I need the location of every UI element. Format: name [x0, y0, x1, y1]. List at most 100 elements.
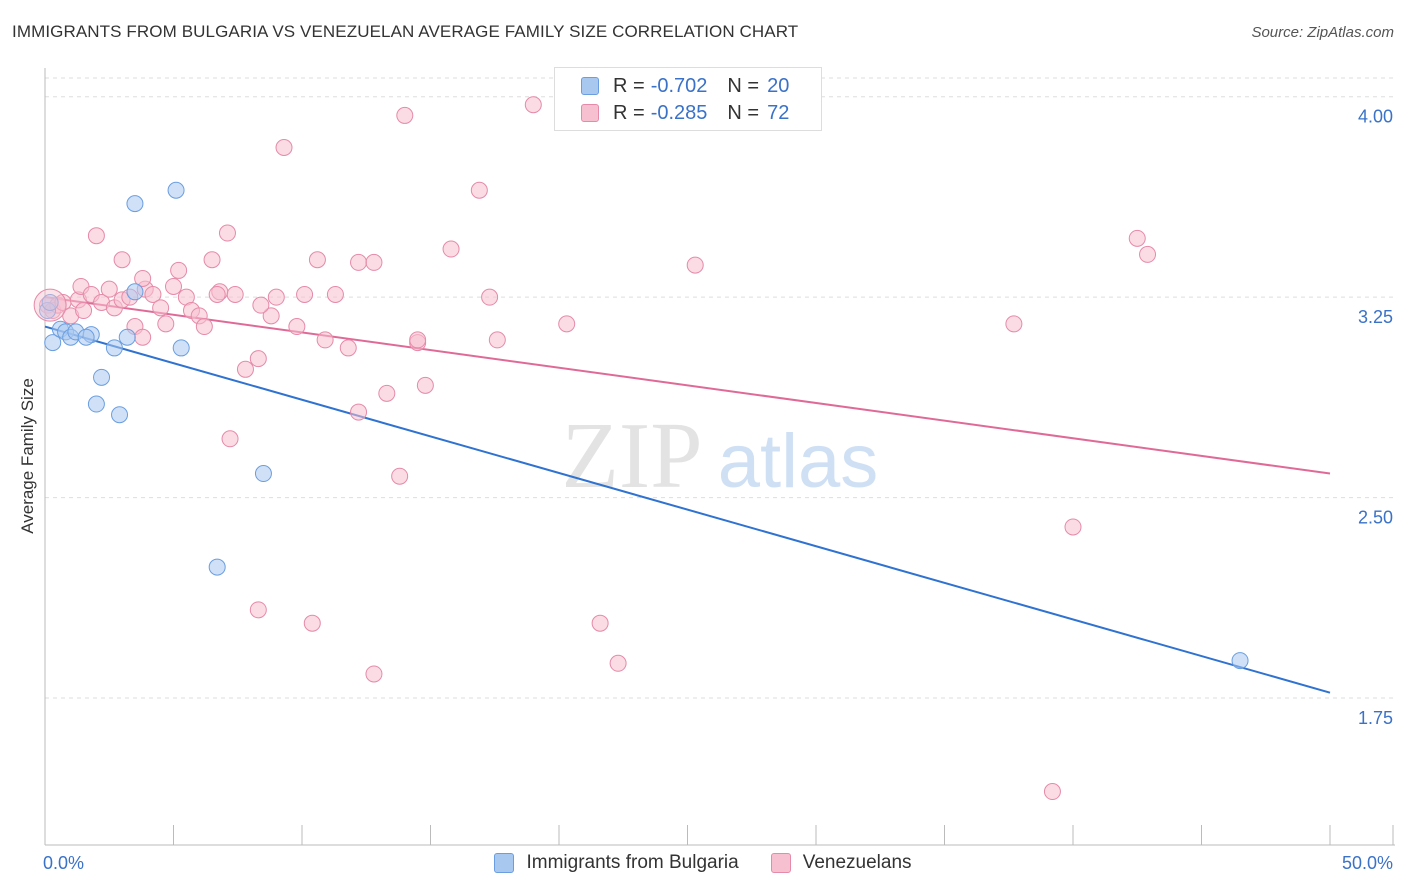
- venezuelan-point: [157, 315, 175, 333]
- venezuelan-point: [326, 285, 344, 303]
- legend-swatch-bulgaria: [581, 77, 599, 95]
- chart-title: IMMIGRANTS FROM BULGARIA VS VENEZUELAN A…: [12, 22, 799, 41]
- watermark-zip: ZIP: [562, 404, 703, 508]
- legend-swatch-bulgaria: [494, 853, 515, 873]
- venezuelan-point: [252, 296, 270, 314]
- bulgaria-point: [77, 328, 95, 346]
- venezuelan-point: [203, 251, 221, 269]
- bulgaria-point: [208, 558, 226, 576]
- venezuelan-point: [134, 328, 152, 346]
- venezuelan-point: [275, 139, 293, 156]
- grid-lines: [45, 77, 1395, 699]
- venezuelan-point: [249, 350, 267, 368]
- y-tick-label: 2.50: [1358, 508, 1393, 528]
- venezuelan-point: [100, 280, 118, 298]
- venezuelan-point: [134, 269, 152, 287]
- y-tick-label: 4.00: [1358, 107, 1393, 127]
- legend-label-bulgaria: Immigrants from Bulgaria: [526, 852, 739, 873]
- venezuelan-point: [481, 288, 499, 306]
- bulgaria-point: [44, 334, 62, 352]
- legend-item-venezuelans[interactable]: Venezuelans: [770, 852, 912, 874]
- venezuelan-point: [591, 614, 609, 632]
- bulgaria-point: [1231, 652, 1249, 670]
- venezuelan-point: [87, 227, 105, 245]
- venezuelan-point: [524, 96, 542, 114]
- x-tick-label: 50.0%: [1342, 853, 1393, 873]
- venezuelan-point: [165, 277, 182, 295]
- legend-row-venezuelan: R = -0.285 N = 72: [581, 101, 789, 125]
- legend-row-bulgaria: R = -0.702 N = 20: [581, 74, 789, 98]
- venezuelan-point: [75, 302, 93, 320]
- venezuelan-point: [442, 240, 460, 258]
- watermark-atlas: atlas: [718, 419, 879, 504]
- y-tick-label: 3.25: [1358, 307, 1393, 327]
- venezuelan-point: [236, 360, 254, 378]
- bulgaria-point: [93, 368, 111, 386]
- venezuelan-point: [1128, 229, 1146, 247]
- legend-r-label: R =: [613, 101, 645, 124]
- venezuelan-point: [416, 376, 434, 394]
- venezuelan-point: [391, 467, 409, 485]
- axes: [44, 68, 1395, 846]
- legend-n-value-bulgaria: 20: [767, 74, 790, 97]
- venezuelan-point: [365, 253, 383, 271]
- venezuelan-point: [267, 288, 285, 306]
- venezuelan-point: [144, 285, 162, 303]
- bulgaria-point: [111, 406, 129, 424]
- venezuelan-point: [170, 261, 188, 279]
- series-legend: Immigrants from Bulgaria Venezuelans: [0, 852, 1406, 874]
- venezuelan-point: [378, 384, 396, 402]
- watermark: ZIP atlas: [562, 404, 879, 508]
- venezuelan-point: [1064, 518, 1082, 536]
- venezuelan-point: [288, 318, 306, 336]
- legend-label-venezuelans: Venezuelans: [802, 852, 912, 873]
- venezuelan-point: [470, 181, 488, 199]
- venezuelan-point: [396, 106, 414, 124]
- bulgaria-point: [126, 283, 144, 301]
- bulgaria-point: [41, 294, 59, 311]
- venezuelan-point: [609, 654, 627, 672]
- bulgaria-point: [172, 339, 190, 357]
- venezuelan-point: [409, 331, 427, 349]
- venezuelan-point: [195, 318, 213, 336]
- bulgaria-point: [254, 465, 272, 483]
- venezuelan-point: [113, 251, 131, 269]
- venezuelan-point: [350, 403, 368, 421]
- venezuelan-trend-line: [44, 296, 1331, 475]
- legend-r-value-venezuelan: -0.285: [650, 101, 708, 124]
- venezuelan-point: [1005, 315, 1023, 333]
- venezuelan-point: [208, 285, 226, 303]
- venezuelan-point: [350, 253, 368, 271]
- legend-n-label: N =: [727, 74, 760, 97]
- x-tick-label: 0.0%: [43, 853, 84, 873]
- legend-swatch-venezuelans: [770, 853, 791, 873]
- venezuelan-point: [303, 614, 321, 632]
- venezuelan-point: [33, 288, 67, 322]
- legend-r-label: R =: [613, 74, 645, 97]
- venezuelan-point: [249, 601, 267, 619]
- correlation-legend: R = -0.702 N = 20 R = -0.285 N = 72: [554, 67, 822, 131]
- legend-swatch-venezuelan: [581, 104, 599, 122]
- venezuelan-point: [1139, 245, 1157, 263]
- trend-lines: [44, 296, 1331, 694]
- bulgaria-trend-line: [44, 325, 1331, 694]
- venezuelan-point: [221, 430, 239, 448]
- venezuelan-point: [308, 251, 326, 269]
- venezuelan-point: [226, 285, 244, 303]
- tick-labels: 1.75 2.50 3.25 4.00 0.0% 50.0%: [43, 107, 1393, 873]
- bulgaria-point: [126, 195, 144, 213]
- legend-r-value-bulgaria: -0.702: [650, 74, 708, 97]
- bulgaria-point: [105, 339, 123, 357]
- venezuelan-point: [316, 331, 334, 349]
- venezuelan-point: [1043, 783, 1061, 801]
- y-tick-label: 1.75: [1358, 708, 1393, 728]
- venezuelan-point: [558, 315, 576, 333]
- legend-item-bulgaria[interactable]: Immigrants from Bulgaria: [494, 852, 739, 874]
- venezuelan-point: [365, 665, 383, 683]
- venezuelan-point: [339, 339, 357, 357]
- bulgaria-point: [167, 181, 185, 199]
- venezuelan-point: [296, 285, 314, 303]
- source-label: Source: ZipAtlas.com: [1251, 24, 1394, 41]
- venezuelan-point: [488, 331, 506, 349]
